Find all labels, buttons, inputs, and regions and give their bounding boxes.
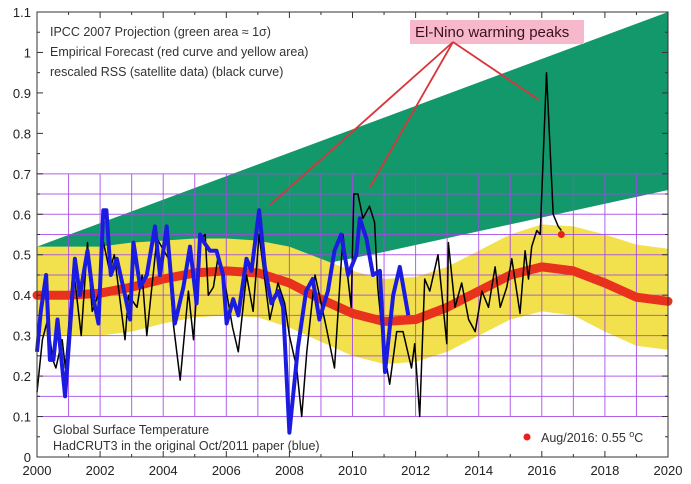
x-tick-label: 2014 xyxy=(464,463,493,478)
legend-rss: rescaled RSS (satellite data) (black cur… xyxy=(50,65,283,79)
x-tick-label: 2000 xyxy=(23,463,52,478)
y-tick-label: 0.3 xyxy=(13,329,31,344)
x-tick-label: 2002 xyxy=(86,463,115,478)
x-tick-label: 2016 xyxy=(527,463,556,478)
annotation: El-Nino warming peaks xyxy=(269,20,584,206)
legend-top: IPCC 2007 Projection (green area ≈ 1σ) E… xyxy=(50,25,308,79)
x-tick-label: 2012 xyxy=(401,463,430,478)
legend-forecast: Empirical Forecast (red curve and yellow… xyxy=(50,45,308,59)
rss-line xyxy=(36,71,562,418)
x-tick-label: 2018 xyxy=(590,463,619,478)
annotation-arrow-2007 xyxy=(269,41,454,206)
hadcrut3-line xyxy=(35,208,411,435)
x-tick-label: 2004 xyxy=(149,463,178,478)
y-tick-label: 0.5 xyxy=(13,248,31,263)
annotation-text: El-Nino warming peaks xyxy=(415,24,569,41)
y-tick-label: 0.7 xyxy=(13,167,31,182)
marker-legend-label: Aug/2016: 0.55 oC xyxy=(541,429,643,445)
y-tick-label: 0.1 xyxy=(13,410,31,425)
y-tick-label: 0.8 xyxy=(13,126,31,141)
x-tick-label: 2020 xyxy=(654,463,683,478)
y-tick-label: 1 xyxy=(24,45,31,60)
y-tick-label: 0.2 xyxy=(13,369,31,384)
aug-2016-marker xyxy=(557,231,565,238)
legend-bottom: Global Surface Temperature HadCRUT3 in t… xyxy=(53,423,320,453)
data-lines xyxy=(32,71,673,435)
axes: 0 0.1 0.2 0.3 0.4 0.5 0.6 0.7 0.8 0.9 1 1.1 2000 2002… xyxy=(13,5,683,478)
annotation-arrow-2016 xyxy=(452,41,540,101)
x-tick-label: 2006 xyxy=(212,463,241,478)
x-tick-label: 2010 xyxy=(338,463,367,478)
marker-legend: Aug/2016: 0.55 oC xyxy=(523,429,643,445)
x-tick-label: 2008 xyxy=(275,463,304,478)
legend-ipcc: IPCC 2007 Projection (green area ≈ 1σ) xyxy=(50,25,271,39)
grid xyxy=(37,173,668,418)
y-tick-label: 0.9 xyxy=(13,86,31,101)
y-tick-label: 0 xyxy=(24,450,31,465)
y-tick-label: 0.6 xyxy=(13,207,31,222)
annotation-arrow-2010 xyxy=(369,41,454,188)
legend-global-surface: Global Surface Temperature xyxy=(53,423,209,437)
legend-hadcrut3: HadCRUT3 in the original Oct/2011 paper … xyxy=(53,439,320,453)
y-tick-label: 1.1 xyxy=(13,5,31,20)
annotation-box xyxy=(410,20,584,44)
y-tick-label: 0.4 xyxy=(13,288,31,303)
marker-legend-dot xyxy=(523,433,531,441)
